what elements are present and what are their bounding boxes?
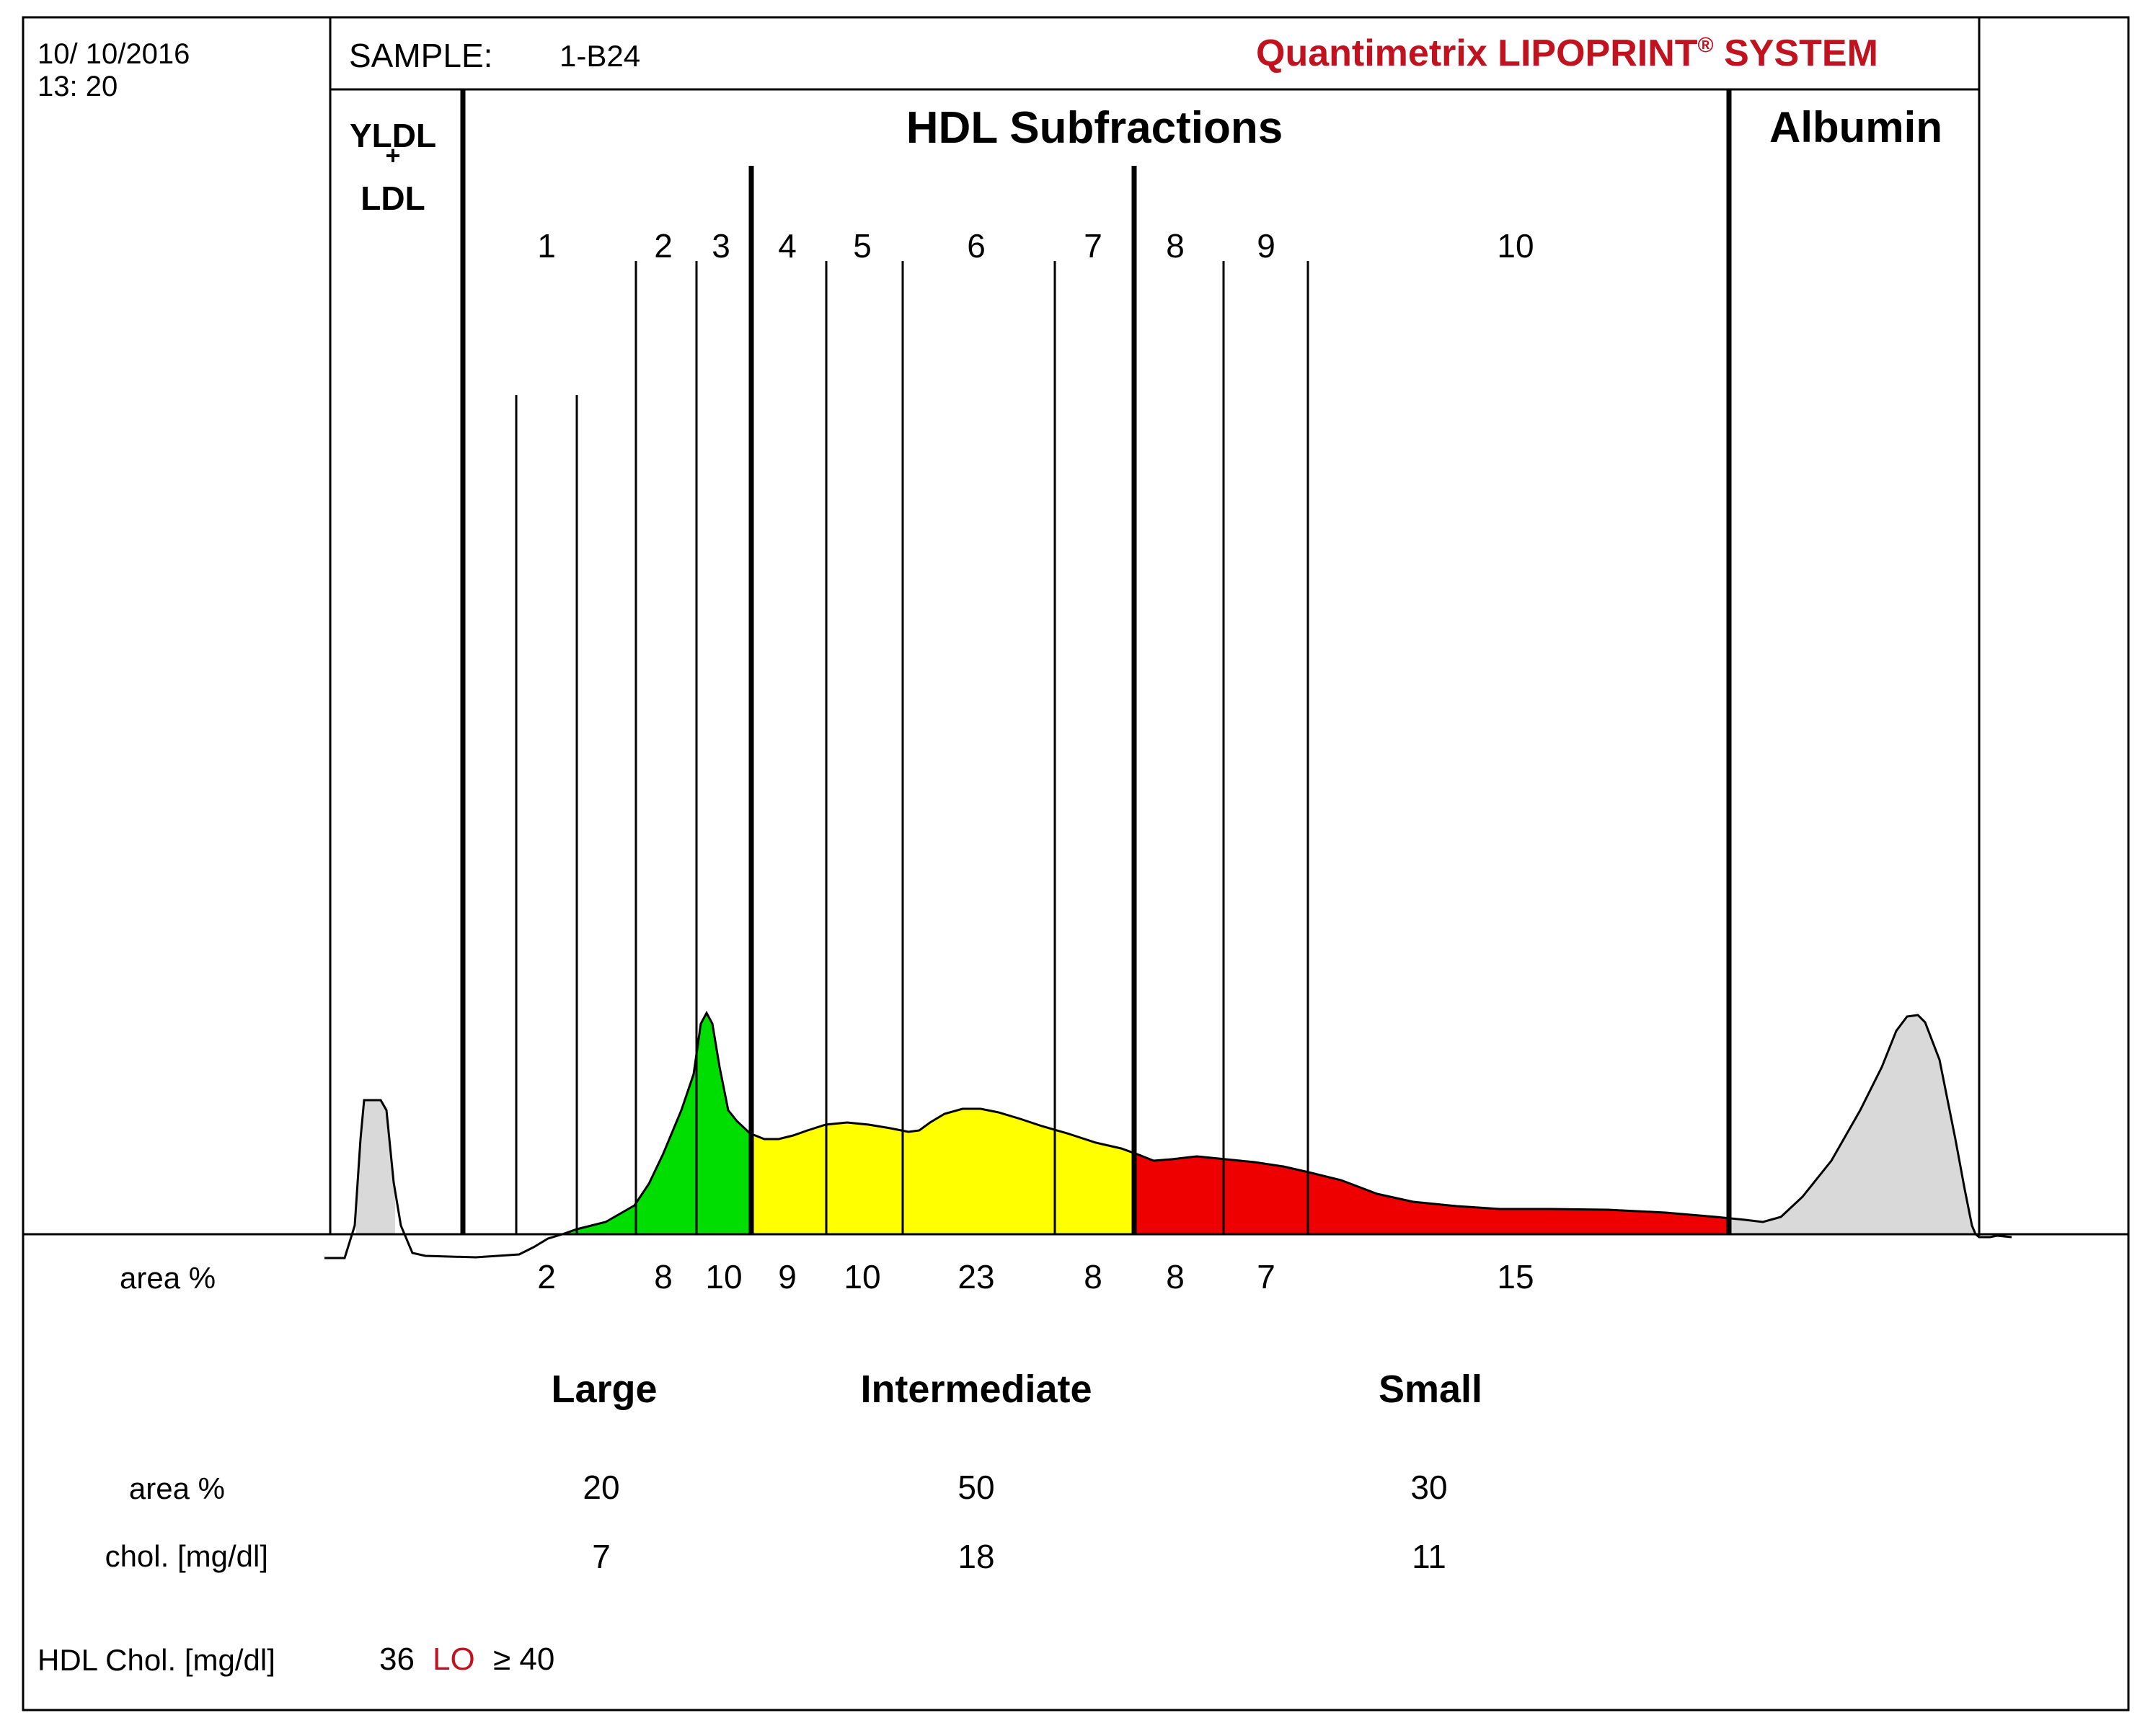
vldl-ldl-peak-fill [356, 1100, 395, 1234]
subfraction-label-5: 5 [853, 227, 872, 265]
summary-header-small: Small [1378, 1368, 1483, 1411]
subfraction-label-1: 1 [537, 227, 556, 265]
report-date: 10/ 10/2016 [37, 38, 190, 70]
area-pct-7: 8 [1084, 1258, 1102, 1296]
hdl-subfractions-title: HDL Subfractions [906, 103, 1283, 153]
subfraction-label-7: 7 [1084, 227, 1102, 265]
vldl-label-line1: YLDL [349, 117, 437, 154]
summary-row-area-label: area % [128, 1471, 225, 1505]
sample-label: SAMPLE: [349, 37, 493, 74]
vldl-label-line3: LDL [361, 180, 425, 217]
brand-main: Quantimetrix LIPOPRINT [1256, 32, 1698, 74]
brand-suffix: SYSTEM [1724, 32, 1878, 74]
subfraction-label-9: 9 [1257, 227, 1275, 265]
area-pct-3: 10 [705, 1258, 743, 1296]
albumin-label: Albumin [1769, 103, 1942, 151]
summary-chol-large: 7 [592, 1538, 611, 1575]
subfraction-label-4: 4 [778, 227, 797, 265]
hdl-chol-value: 36 [379, 1642, 415, 1677]
subfraction-label-8: 8 [1166, 227, 1185, 265]
subfraction-label-6: 6 [967, 227, 986, 265]
summary-header-large: Large [551, 1368, 658, 1411]
area-pct-5: 10 [844, 1258, 881, 1296]
summary-area-small: 30 [1410, 1469, 1448, 1506]
summary-row-chol-label: chol. [mg/dl] [105, 1539, 268, 1573]
report-border [22, 16, 2130, 1711]
summary-header-intermediate: Intermediate [860, 1368, 1092, 1411]
sample-id: 1-B24 [560, 39, 641, 73]
area-pct-1: 2 [537, 1258, 556, 1296]
area-pct-8: 8 [1166, 1258, 1185, 1296]
subfraction-label-3: 3 [712, 227, 730, 265]
area-pct-6: 23 [957, 1258, 995, 1296]
brand-registered-mark: ® [1697, 33, 1714, 58]
brand-title: Quantimetrix LIPOPRINT® SYSTEM [1256, 35, 1878, 72]
summary-area-large: 20 [583, 1469, 620, 1506]
area-pct-4: 9 [778, 1258, 797, 1296]
intermediate-hdl-fill [751, 1109, 1134, 1234]
summary-area-intermediate: 50 [957, 1469, 995, 1506]
hdl-chol-reference: ≥ 40 [493, 1642, 555, 1677]
area-pct-10: 15 [1497, 1258, 1534, 1296]
summary-chol-intermediate: 18 [957, 1538, 995, 1575]
subfraction-label-2: 2 [654, 227, 673, 265]
area-row-label: area % [120, 1261, 216, 1295]
report-time: 13: 20 [37, 71, 118, 102]
area-pct-9: 7 [1257, 1258, 1275, 1296]
vldl-label-plus: + [385, 141, 401, 170]
hdl-chol-label: HDL Chol. [mg/dl] [37, 1643, 275, 1677]
hdl-chol-flag: LO [433, 1642, 475, 1677]
summary-chol-small: 11 [1412, 1538, 1446, 1575]
densitometry-trace [324, 1010, 2012, 1259]
large-hdl-fill [562, 1013, 751, 1234]
subfraction-label-10: 10 [1497, 227, 1534, 265]
area-pct-2: 8 [654, 1258, 673, 1296]
small-hdl-fill [1134, 1153, 1729, 1234]
